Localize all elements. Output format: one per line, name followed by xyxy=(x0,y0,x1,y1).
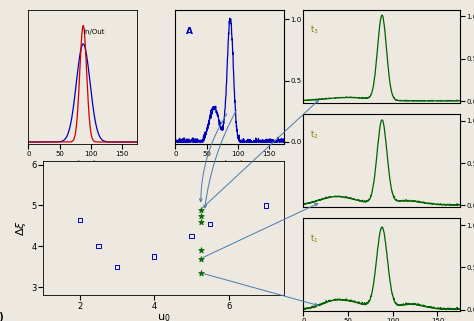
Point xyxy=(197,270,204,275)
X-axis label: x ($\mu$m): x ($\mu$m) xyxy=(70,158,96,171)
X-axis label: u$_0$: u$_0$ xyxy=(157,312,170,321)
Point xyxy=(206,221,214,226)
Y-axis label: $\Delta\xi$: $\Delta\xi$ xyxy=(14,220,28,236)
Text: A: A xyxy=(186,27,193,36)
Point xyxy=(197,213,204,218)
Point xyxy=(150,254,158,259)
Point xyxy=(95,244,102,249)
Point xyxy=(197,248,204,253)
Point xyxy=(76,217,83,222)
Text: t$_1$: t$_1$ xyxy=(310,232,318,245)
Text: t$_3$: t$_3$ xyxy=(310,24,319,36)
Point xyxy=(197,256,204,261)
X-axis label: x ($\mu$m): x ($\mu$m) xyxy=(217,158,243,171)
Point xyxy=(188,233,195,239)
Text: (c): (c) xyxy=(0,312,4,321)
Point xyxy=(262,203,270,208)
Point xyxy=(197,219,204,224)
Point xyxy=(197,207,204,212)
Text: In/Out: In/Out xyxy=(83,29,105,35)
Text: t$_2$: t$_2$ xyxy=(310,128,318,141)
Y-axis label: I (a.u.): I (a.u.) xyxy=(305,65,311,89)
Point xyxy=(113,264,121,269)
